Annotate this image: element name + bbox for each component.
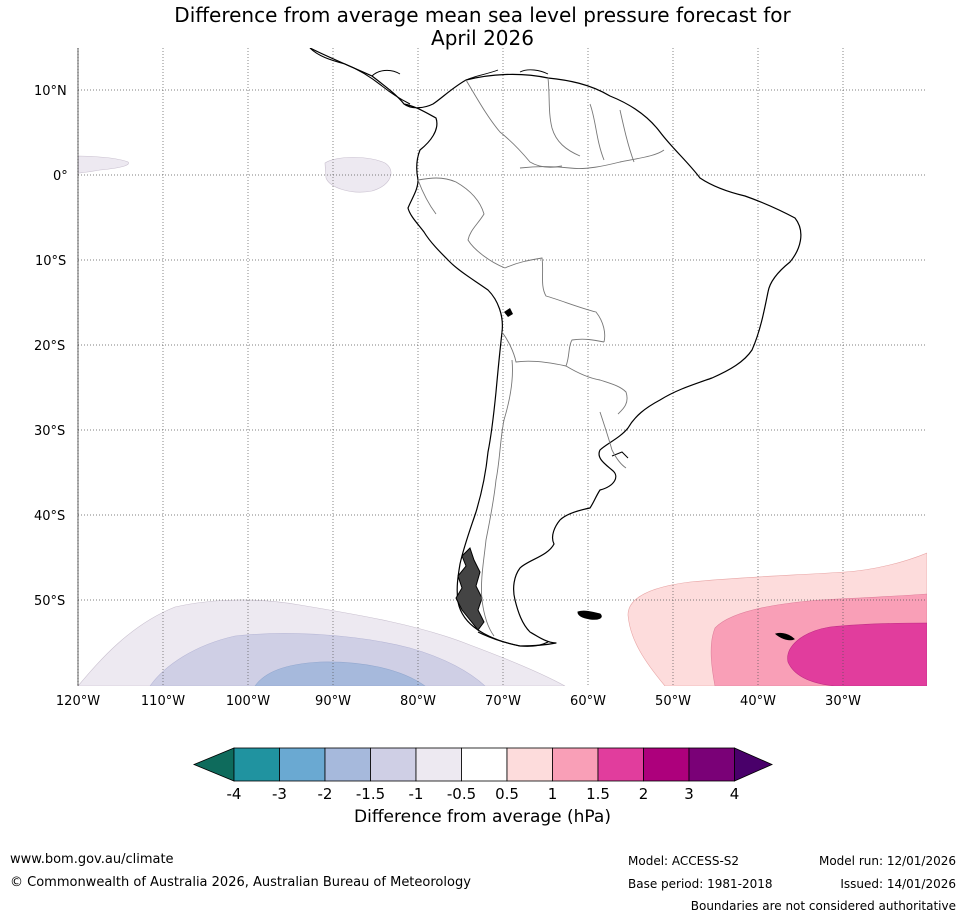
map-figure: 10°N 0° 10°S 20°S 30°S 40°S 50°S 120°W 1… — [34, 48, 927, 709]
colorbar-extend-low — [192, 747, 235, 782]
anomaly-region-minus-1 — [149, 633, 486, 686]
colorbar-swatch — [552, 747, 599, 782]
colorbar-tick-label: -1.5 — [356, 785, 385, 803]
south-georgia — [774, 632, 795, 641]
border-guianas — [589, 103, 635, 163]
country-borders — [417, 77, 665, 637]
anomaly-patch-west — [78, 155, 129, 174]
border-paraguay — [565, 365, 628, 415]
chile-fjords — [455, 547, 485, 631]
border-argentina-uruguay — [599, 411, 627, 469]
footer-base-period: Base period: 1981-2018 — [628, 877, 773, 891]
colorbar-swatch — [324, 747, 371, 782]
colorbar-tick-label: -2 — [318, 785, 333, 803]
colorbar-tick-label: -0.5 — [447, 785, 476, 803]
border-colombia-ecuador-peru — [417, 177, 506, 269]
title-line-2: April 2026 — [431, 26, 534, 50]
anomaly-region-plus-1-5 — [787, 622, 927, 686]
colorbar-swatch — [233, 747, 280, 782]
border-ecuador-peru — [417, 179, 437, 215]
title-line-1: Difference from average mean sea level p… — [174, 3, 791, 27]
lon-label-60w: 60°W — [570, 694, 606, 709]
map-title: Difference from average mean sea level p… — [0, 4, 965, 50]
colorbar-tick-label: -4 — [227, 785, 242, 803]
lon-label-110w: 110°W — [141, 694, 185, 709]
lon-label-40w: 40°W — [740, 694, 776, 709]
lake-titicaca — [504, 308, 513, 317]
lat-label-20s: 20°S — [34, 339, 65, 354]
colorbar-swatch — [415, 747, 462, 782]
anomaly-region-minus-1-5 — [254, 661, 426, 686]
lat-label-10n: 10°N — [34, 84, 67, 99]
lon-label-100w: 100°W — [226, 694, 270, 709]
colorbar-tick-label: 4 — [730, 785, 740, 803]
border-venezuela-guyana — [547, 77, 581, 157]
lat-label-40s: 40°S — [34, 509, 65, 524]
colorbar-tick-label: 2 — [639, 785, 649, 803]
lat-label-0: 0° — [53, 169, 68, 184]
border-peru-brazil — [504, 257, 606, 343]
colorbar-tick-labels: -4 -3 -2 -1.5 -1 -0.5 0.5 1 1.5 2 3 4 — [227, 785, 740, 803]
footer-issued: Issued: 14/01/2026 — [840, 877, 956, 891]
border-chile-argentina — [481, 359, 513, 637]
footer-boundaries-note: Boundaries are not considered authoritat… — [690, 899, 956, 913]
lat-label-30s: 30°S — [34, 424, 65, 439]
border-brazil-north — [519, 149, 665, 169]
falkland-islands — [577, 610, 602, 620]
colorbar-extend-high — [734, 747, 773, 782]
lat-label-10s: 10°S — [35, 254, 66, 269]
colorbar-swatch — [461, 747, 508, 782]
colorbar-tick-label: 1 — [548, 785, 558, 803]
lon-label-80w: 80°W — [400, 694, 436, 709]
panama-isthmus — [309, 48, 411, 105]
colorbar-tick-label: 0.5 — [495, 785, 519, 803]
colorbar-swatch — [597, 747, 644, 782]
lon-label-90w: 90°W — [315, 694, 351, 709]
lon-label-120w: 120°W — [56, 694, 100, 709]
colorbar-swatch — [279, 747, 326, 782]
colorbar-swatches — [192, 747, 773, 782]
colorbar-tick-label: 3 — [684, 785, 694, 803]
lagoa-dos-patos — [611, 451, 629, 459]
colorbar-swatch — [506, 747, 553, 782]
footer-website[interactable]: www.bom.gov.au/climate — [10, 852, 174, 867]
colorbar-title: Difference from average (hPa) — [354, 807, 611, 827]
lat-label-50s: 50°S — [34, 594, 65, 609]
pressure-anomaly-fields — [78, 155, 927, 686]
map-gridlines — [77, 48, 927, 686]
colorbar-swatch — [688, 747, 735, 782]
colorbar: -4 -3 -2 -1.5 -1 -0.5 0.5 1 1.5 2 3 4 — [192, 747, 773, 803]
colorbar-tick-label: -3 — [272, 785, 287, 803]
footer-model: Model: ACCESS-S2 — [628, 854, 740, 868]
footer-model-run: Model run: 12/01/2026 — [818, 854, 956, 868]
colorbar-swatch — [370, 747, 417, 782]
south-america-coastline — [309, 48, 802, 647]
colorbar-swatch — [643, 747, 690, 782]
lon-label-70w: 70°W — [485, 694, 521, 709]
colorbar-tick-label: 1.5 — [586, 785, 610, 803]
lon-label-50w: 50°W — [655, 694, 691, 709]
lon-label-30w: 30°W — [825, 694, 861, 709]
footer-copyright: © Commonwealth of Australia 2026, Austra… — [10, 875, 471, 890]
colorbar-tick-label: -1 — [409, 785, 424, 803]
tierra-del-fuego — [477, 631, 549, 647]
caribbean-coast — [371, 69, 549, 81]
